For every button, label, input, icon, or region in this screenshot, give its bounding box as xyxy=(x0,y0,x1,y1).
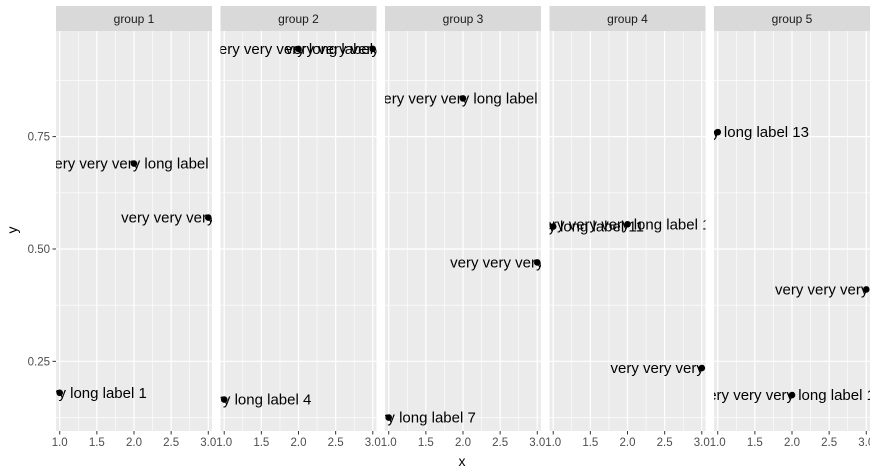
data-point xyxy=(204,214,212,221)
x-axis-title: x xyxy=(459,453,466,468)
panel-data: very very very long label 4 very very ver… xyxy=(137,41,460,409)
point-label: very very very long label 15 xyxy=(775,281,870,298)
strip-label: group 4 xyxy=(607,12,648,26)
point-label: very very very long label 7 xyxy=(302,410,476,427)
x-tick-label: 1.5 xyxy=(89,437,105,449)
facet-panel-1: group 1 1.0 1.5 2.0 2.5 3.0 very very very lon… xyxy=(0,6,295,449)
point-label: very very very long label 2 xyxy=(47,156,221,173)
x-tick-label: 3.0 xyxy=(858,437,870,449)
x-tick-label: 1.5 xyxy=(747,437,763,449)
facet-panel-4: group 4 1.0 1.5 2.0 2.5 3.0 very very very lon… xyxy=(462,6,793,449)
x-tick-label: 1.0 xyxy=(545,437,561,449)
data-point xyxy=(220,396,228,403)
point-label: very very very long label 13 xyxy=(626,124,809,141)
panel-data: very very very long label 7 very very ver… xyxy=(302,90,624,427)
strip-label: group 1 xyxy=(114,12,155,26)
data-point xyxy=(369,45,377,53)
point-label: very very very long label 6 xyxy=(286,41,460,58)
strip-label: group 3 xyxy=(443,12,484,26)
y-axis: 0.25 0.50 0.75 xyxy=(28,132,56,368)
point-label: very very very long label 9 xyxy=(450,254,624,271)
x-tick-label: 2.5 xyxy=(328,437,344,449)
strip-label: group 5 xyxy=(772,12,813,26)
x-tick-label: 1.0 xyxy=(710,437,726,449)
x-tick-label: 3.0 xyxy=(200,437,216,449)
strip-label: group 2 xyxy=(278,12,319,26)
data-point xyxy=(295,45,302,53)
x-tick-label: 2.0 xyxy=(291,437,307,449)
x-tick-label: 3.0 xyxy=(529,437,545,449)
data-point xyxy=(862,286,870,293)
x-tick-label: 1.5 xyxy=(418,437,434,449)
data-point xyxy=(459,95,467,102)
y-tick-label: 0.75 xyxy=(28,132,50,144)
strip-background xyxy=(56,6,212,31)
panel-data: very very very long label 1 very very ver… xyxy=(0,156,295,402)
x-tick-label: 3.0 xyxy=(694,437,710,449)
strip-background xyxy=(385,6,541,31)
point-label: very very very long label 10 xyxy=(536,216,719,233)
x-tick-label: 2.5 xyxy=(492,437,508,449)
point-label: very very very long label 11 xyxy=(462,219,643,236)
x-tick-label: 1.5 xyxy=(582,437,598,449)
data-point xyxy=(56,389,64,397)
point-label: very very very long label 12 xyxy=(610,360,793,377)
data-point xyxy=(385,414,393,421)
data-point xyxy=(788,391,796,399)
point-label: very very very long label 4 xyxy=(137,392,311,409)
strip-background xyxy=(549,6,706,31)
x-tick-label: 2.0 xyxy=(784,437,800,449)
x-tick-label: 3.0 xyxy=(365,437,381,449)
point-label: very very very long label 8 xyxy=(376,90,550,107)
facet-panels: group 1 1.0 1.5 2.0 2.5 3.0 very very very lon… xyxy=(0,6,870,449)
x-tick-label: 2.0 xyxy=(620,437,636,449)
data-point xyxy=(698,364,706,372)
point-label: very very very long label 14 xyxy=(701,387,870,404)
data-point xyxy=(130,160,138,167)
strip-background xyxy=(220,6,377,31)
x-tick-label: 1.0 xyxy=(52,437,68,449)
facet-panel-5: group 5 1.0 1.5 2.0 2.5 3.0 very very very lon… xyxy=(626,6,870,449)
x-tick-label: 1.5 xyxy=(253,437,269,449)
x-tick-label: 1.0 xyxy=(216,437,232,449)
x-tick-label: 2.0 xyxy=(455,437,471,449)
data-point xyxy=(533,259,541,266)
x-tick-label: 2.5 xyxy=(657,437,673,449)
point-label: very very very long label 3 xyxy=(121,210,295,227)
y-tick-label: 0.50 xyxy=(28,244,50,256)
strip-background xyxy=(714,6,870,31)
data-point xyxy=(714,128,722,136)
point-label: very very very long label 5 xyxy=(211,41,385,58)
facet-panel-2: group 2 1.0 1.5 2.0 2.5 3.0 very very very lon… xyxy=(137,6,460,449)
data-point xyxy=(624,220,631,228)
panel-data: very very very long label 13 very very ve… xyxy=(626,124,870,404)
x-tick-label: 2.5 xyxy=(163,437,179,449)
x-tick-label: 2.0 xyxy=(126,437,142,449)
x-tick-label: 2.5 xyxy=(821,437,837,449)
y-axis-title: y xyxy=(4,227,20,234)
x-tick-label: 1.0 xyxy=(381,437,397,449)
data-point xyxy=(549,223,557,230)
facet-panel-3: group 3 1.0 1.5 2.0 2.5 3.0 very very very lon… xyxy=(302,6,624,449)
point-label: very very very long label 1 xyxy=(0,385,147,402)
y-tick-label: 0.25 xyxy=(28,356,50,368)
